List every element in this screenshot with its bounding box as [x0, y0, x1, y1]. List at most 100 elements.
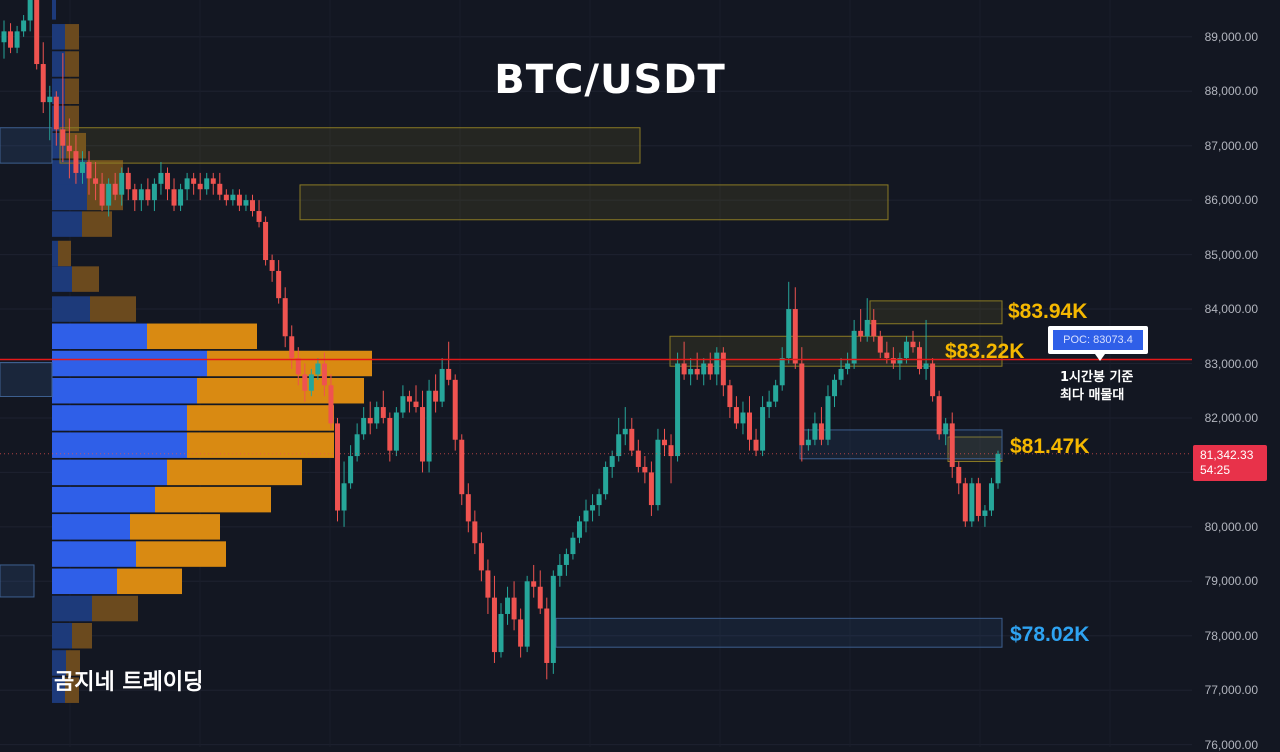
volume-bar-sell: [167, 459, 302, 486]
current-price-value: 81,342.33: [1200, 448, 1254, 462]
candle-body: [491, 597, 497, 653]
volume-bar-buy: [52, 24, 65, 50]
zone-box: [0, 127, 53, 164]
candle-body: [60, 129, 66, 146]
candle-body: [570, 537, 576, 555]
y-tick-label: 85,000.00: [1204, 247, 1258, 262]
candle-body: [459, 439, 465, 495]
candle-body: [99, 183, 105, 206]
volume-bar-buy: [52, 595, 92, 622]
poc-arrow-icon: [1095, 354, 1105, 361]
candle-body: [903, 341, 909, 359]
candle-body: [668, 445, 674, 457]
candle-body: [962, 483, 968, 522]
volume-bar-sell: [58, 240, 71, 267]
candle-body: [583, 510, 589, 522]
candle-body: [969, 483, 975, 522]
candle-body: [590, 505, 596, 511]
volume-bar-buy: [52, 51, 65, 77]
candle-body: [988, 483, 994, 511]
candle-body: [871, 319, 877, 337]
zone-box: [0, 564, 35, 598]
candle-body: [616, 434, 622, 457]
volume-bar-buy: [52, 296, 90, 322]
candle-body: [223, 194, 229, 201]
candle-body: [727, 385, 733, 408]
volume-bar-sell: [187, 405, 334, 431]
candle-body: [629, 428, 635, 451]
candle-body: [178, 189, 184, 206]
candle-body: [1, 31, 7, 43]
candle-body: [230, 194, 236, 201]
candle-body: [250, 200, 255, 212]
grid-lines: [0, 36, 1192, 746]
candle-body: [210, 178, 216, 184]
candle-body: [341, 483, 347, 511]
y-tick-label: 83,000.00: [1204, 356, 1258, 371]
volume-bar-sell: [130, 514, 220, 540]
zone-box: [59, 127, 641, 164]
candle-body: [406, 396, 412, 402]
volume-bar-buy: [52, 350, 207, 377]
candle-body: [236, 194, 242, 206]
candle-body: [151, 183, 157, 201]
candle-body: [563, 554, 569, 565]
candle-body: [890, 358, 896, 364]
volume-bar-buy: [52, 514, 130, 540]
candle-body: [452, 379, 458, 440]
candle-body: [864, 319, 870, 337]
volume-bar-buy: [52, 405, 187, 431]
volume-bar-sell: [90, 296, 136, 322]
candle-body: [603, 466, 609, 495]
candle-body: [79, 162, 85, 173]
volume-bar-sell: [147, 323, 257, 350]
candle-body: [34, 0, 40, 65]
candle-body: [661, 439, 667, 446]
candle-body: [348, 456, 354, 484]
candle-body: [138, 189, 144, 201]
candle-body: [393, 412, 399, 451]
volume-profile: [52, 0, 372, 703]
candle-body: [701, 363, 707, 375]
candle-body: [681, 363, 687, 375]
candle-body: [289, 336, 295, 359]
candle-body: [387, 417, 393, 451]
y-tick-label: 79,000.00: [1204, 574, 1258, 589]
candle-body: [315, 363, 321, 375]
volume-bar-buy: [52, 541, 136, 567]
candle-body: [812, 423, 818, 440]
candle-body: [825, 396, 831, 440]
candle-body: [158, 172, 164, 184]
volume-bar-sell: [65, 51, 79, 77]
candle-body: [858, 330, 864, 337]
volume-bar-sell: [72, 623, 92, 649]
candle-body: [524, 581, 530, 647]
y-tick-label: 77,000.00: [1204, 683, 1258, 698]
candle-body: [609, 456, 615, 467]
candle-body: [106, 183, 112, 206]
candle-body: [655, 439, 661, 506]
candle-body: [910, 341, 916, 348]
zone-box: [947, 436, 1003, 463]
candles: [1, 0, 1001, 680]
candle-body: [328, 385, 334, 424]
candle-body: [478, 543, 484, 571]
level-label: $81.47K: [1010, 434, 1090, 458]
candle-body: [295, 358, 301, 375]
volume-bar-sell: [66, 650, 80, 676]
candle-body: [505, 597, 511, 614]
candle-body: [707, 363, 713, 375]
volume-bar-buy: [52, 650, 66, 676]
candle-body: [27, 0, 33, 21]
candle-body: [354, 434, 360, 457]
volume-bar-buy: [52, 377, 197, 404]
candle-body: [184, 178, 190, 190]
volume-bar-buy: [52, 623, 72, 649]
candle-body: [302, 374, 308, 391]
zones: [0, 127, 1003, 648]
candle-body: [308, 374, 314, 391]
poc-badge-text: POC: 83073.4: [1053, 330, 1143, 350]
candle-body: [923, 363, 929, 369]
